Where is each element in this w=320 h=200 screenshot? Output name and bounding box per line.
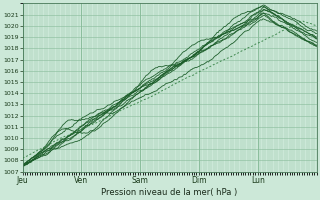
X-axis label: Pression niveau de la mer( hPa ): Pression niveau de la mer( hPa ) xyxy=(101,188,238,197)
